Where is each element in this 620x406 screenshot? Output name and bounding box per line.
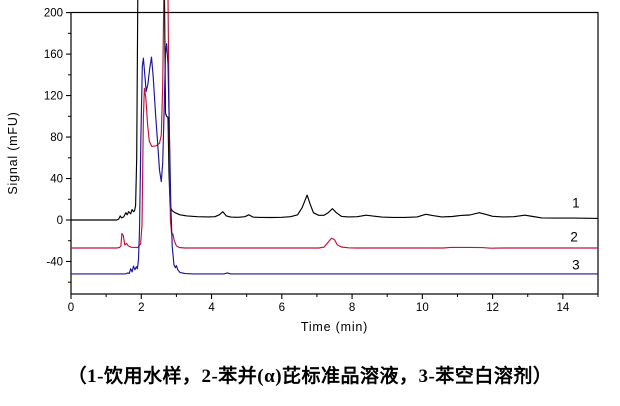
y-tick-label: 80 <box>50 132 63 144</box>
y-tick-label: 160 <box>44 49 63 61</box>
trace-2 <box>71 0 598 249</box>
y-tick-label: 120 <box>44 91 63 103</box>
plot-frame <box>70 11 599 295</box>
x-tick-label: 0 <box>68 302 74 314</box>
trace-label-3: 3 <box>572 258 580 273</box>
figure-caption: （1-饮用水样，2-苯并(α)芘标准品溶液，3-苯空白溶剂） <box>67 366 553 387</box>
y-tick-label: 40 <box>50 174 63 186</box>
x-tick-label: 12 <box>486 302 499 314</box>
x-tick-label: 8 <box>349 302 355 314</box>
y-tick-label: -40 <box>46 256 63 268</box>
trace-1 <box>71 0 599 221</box>
y-tick-label: 0 <box>57 215 63 227</box>
x-tick-label: 10 <box>416 302 429 314</box>
trace-label-1: 1 <box>572 195 580 210</box>
trace-label-2: 2 <box>570 230 578 245</box>
trace-3 <box>71 43 598 275</box>
y-tick-label: 200 <box>44 8 63 20</box>
y-axis-title: Signal (mFU) <box>6 111 20 194</box>
x-axis-title: Time (min) <box>301 320 368 334</box>
chromatogram-chart: 200 160 120 80 40 0 -40 0 2 4 6 8 10 12 14 Signal (mFU)… <box>6 0 599 334</box>
x-tick-label: 14 <box>556 302 569 314</box>
x-tick-label: 2 <box>138 302 144 314</box>
x-tick-label: 4 <box>208 302 215 314</box>
x-tick-label: 6 <box>279 302 285 314</box>
